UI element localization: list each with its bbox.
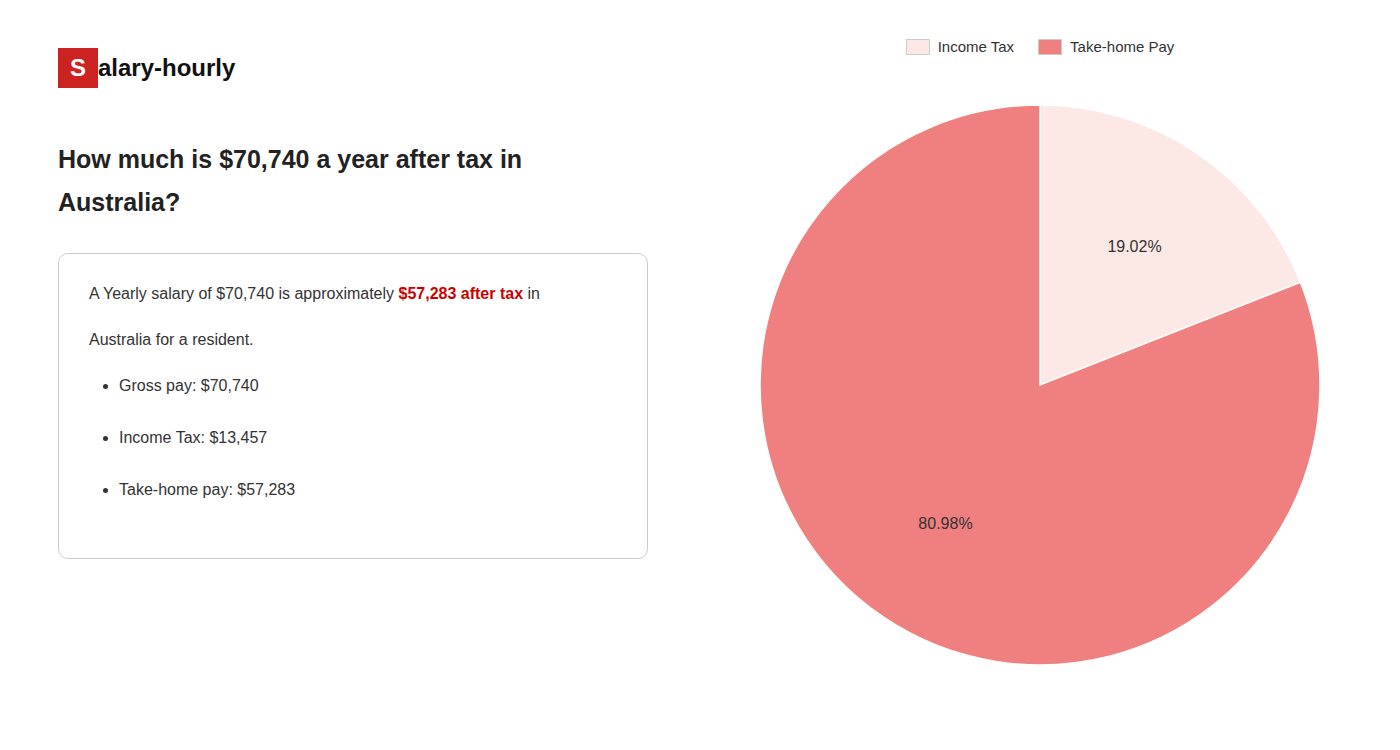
html-text:Gross pay: $70,740: Gross pay: $70,740: [119, 377, 259, 394]
html-text:Australia?: Australia?: [58, 187, 181, 216]
html-text:Take-home pay: $57,283: Take-home pay: $57,283: [119, 481, 296, 498]
svg-text:80.98%: 80.98%: [918, 515, 972, 532]
html-text:Australia for a resident.: Australia for a resident.: [89, 331, 254, 348]
html-text:A Yearly salary of $70,740 is: A Yearly salary of $70,740 is approximat…: [89, 285, 540, 302]
html-text:Income Tax: Income Tax: [937, 38, 1015, 55]
html-text:Take-home Pay: Take-home Pay: [1070, 38, 1175, 55]
html-text:alary-hourly: alary-hourly: [98, 54, 236, 81]
html-text:How much is $70,740 a year aft: How much is $70,740 a year after tax in: [58, 145, 523, 173]
svg-text:19.02%: 19.02%: [1107, 238, 1161, 255]
html-text:S: S: [70, 54, 86, 81]
html-text:Income Tax: $13,457: Income Tax: $13,457: [119, 429, 268, 446]
